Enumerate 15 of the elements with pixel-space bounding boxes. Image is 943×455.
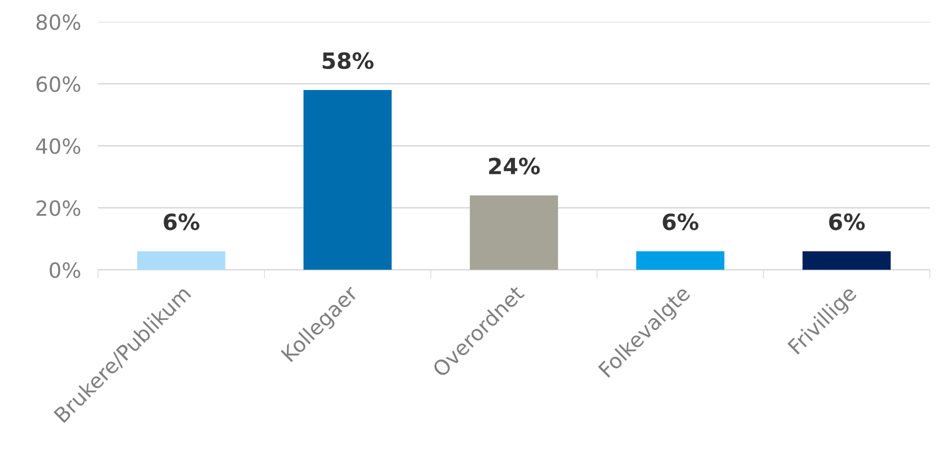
data-label: 24%	[489, 158, 540, 174]
bar	[137, 251, 226, 270]
bar	[470, 195, 558, 270]
bar	[304, 90, 392, 270]
data-label: 6%	[829, 213, 865, 230]
data-label: 6%	[164, 213, 200, 230]
y-tick-label: 20%	[36, 200, 80, 216]
y-tick-label: 80%	[36, 14, 80, 30]
y-tick-label: 60%	[36, 76, 80, 92]
y-tick-label: 40%	[36, 138, 80, 154]
bar	[802, 251, 891, 270]
data-label: 6%	[662, 213, 698, 230]
data-label: 58%	[322, 52, 374, 70]
y-tick-label: 0%	[50, 262, 80, 278]
bar	[636, 251, 724, 270]
